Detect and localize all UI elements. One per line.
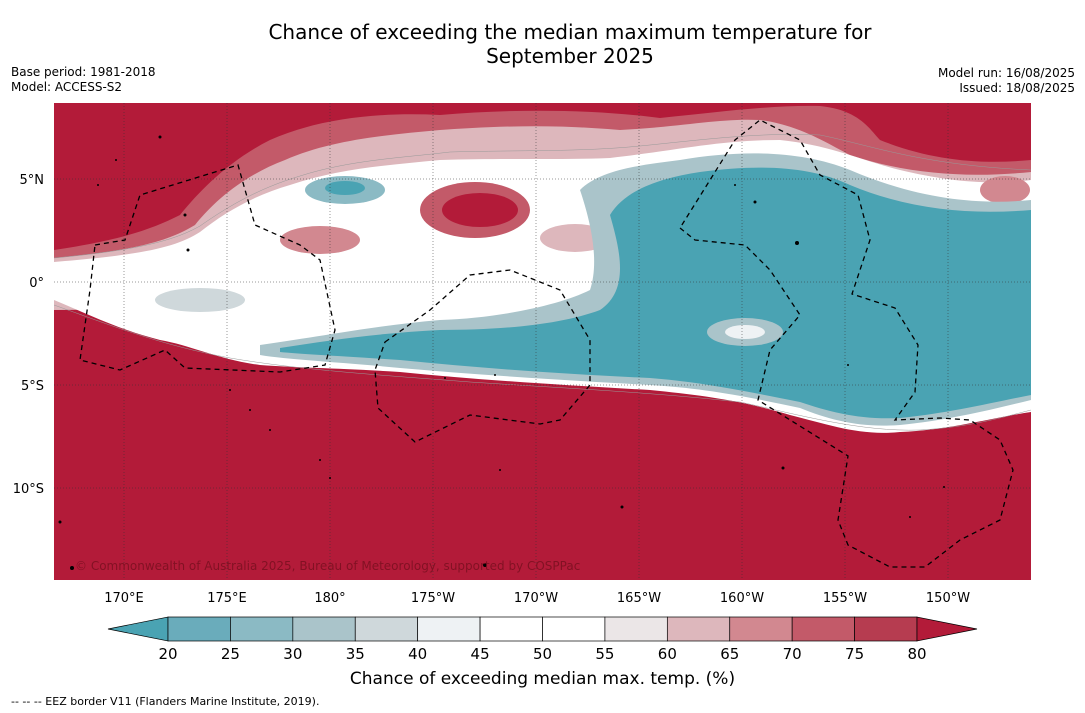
latitude-labels: 5°N 0° 5°S 10°S xyxy=(13,173,44,497)
lon-label-175w: 175°W xyxy=(411,591,455,606)
lon-label-155w: 155°W xyxy=(823,591,867,606)
colorbar-tick-label: 45 xyxy=(471,645,490,663)
colorbar-tick-label: 80 xyxy=(907,645,926,663)
colorbar-tick-label: 50 xyxy=(533,645,552,663)
colorbar-bin xyxy=(791,616,855,642)
colorbar-tick-label: 25 xyxy=(221,645,240,663)
colorbar-tick-label: 70 xyxy=(783,645,802,663)
lon-label-170w: 170°W xyxy=(514,591,558,606)
lat-label-10s: 10°S xyxy=(13,482,44,497)
warm-blob-5 xyxy=(980,176,1030,204)
warm-blob-2 xyxy=(442,193,518,227)
colorbar-tick-label: 30 xyxy=(283,645,302,663)
colorbar-bin xyxy=(666,616,731,642)
contour-line-2 xyxy=(54,304,1031,431)
meta-right: Model run: 16/08/2025 Issued: 18/08/2025 xyxy=(938,66,1075,96)
colorbar-extend-low xyxy=(107,616,169,642)
lat-label-5n: 5°N xyxy=(20,173,45,188)
model-name: Model: ACCESS-S2 xyxy=(11,80,123,94)
lon-label-175e: 175°E xyxy=(207,591,247,606)
colorbar-tick-label: 55 xyxy=(595,645,614,663)
issued-date: Issued: 18/08/2025 xyxy=(959,81,1075,95)
lat-label-5s: 5°S xyxy=(21,379,44,394)
cool-lighter-patch xyxy=(725,325,765,339)
lon-label-150w: 150°W xyxy=(926,591,970,606)
colorbar-extend-high xyxy=(916,616,978,642)
colorbar-bin xyxy=(604,616,668,642)
cool-patch-2 xyxy=(325,181,365,195)
lat-label-0: 0° xyxy=(29,276,44,291)
map-field: © Commonwealth of Australia 2025, Bureau… xyxy=(54,103,1031,580)
cool-region-inner xyxy=(280,167,1031,419)
colorbar-bin xyxy=(230,616,294,642)
colorbar-bin xyxy=(542,616,606,642)
colorbar-bin xyxy=(417,616,481,642)
colorbar-bin xyxy=(292,616,356,642)
colorbar-tick-label: 75 xyxy=(845,645,864,663)
eez-borders xyxy=(79,119,1014,568)
title-line-1: Chance of exceeding the median maximum t… xyxy=(268,20,872,44)
lon-label-180: 180° xyxy=(314,591,345,606)
colorbar-bin xyxy=(729,616,793,642)
colorbar-bin xyxy=(354,616,419,642)
cool-patch-3 xyxy=(155,288,245,312)
map-title: Chance of exceeding the median maximum t… xyxy=(200,20,940,68)
colorbar-tick-label: 40 xyxy=(408,645,427,663)
colorbar-tick-label: 60 xyxy=(658,645,677,663)
colorbar-tick-label: 35 xyxy=(346,645,365,663)
longitude-labels: 170°E 175°E 180° 175°W 170°W 165°W 160°W… xyxy=(104,591,970,606)
model-run: Model run: 16/08/2025 xyxy=(937,66,1075,80)
warm-blob-3 xyxy=(280,226,360,254)
base-period: Base period: 1981-2018 xyxy=(11,65,156,79)
meta-left: Base period: 1981-2018 Model: ACCESS-S2 xyxy=(11,65,156,95)
colorbar-bin xyxy=(167,616,231,642)
copyright-text: © Commonwealth of Australia 2025, Bureau… xyxy=(75,559,580,573)
islands xyxy=(58,135,945,570)
title-line-2: September 2025 xyxy=(486,44,654,68)
eez-footnote: -- -- -- EEZ border V11 (Flanders Marine… xyxy=(11,695,320,708)
contour-line-1 xyxy=(54,134,1031,259)
lon-label-165w: 165°W xyxy=(617,591,661,606)
legend-title: Chance of exceeding median max. temp. (%… xyxy=(349,669,736,689)
lon-label-170e: 170°E xyxy=(104,591,144,606)
colorbar-tick-label: 20 xyxy=(158,645,177,663)
graticule xyxy=(54,103,1031,580)
colorbar-tick-label: 65 xyxy=(720,645,739,663)
lon-label-160w: 160°W xyxy=(720,591,764,606)
colorbar-bin xyxy=(479,616,543,642)
colorbar: 20 25 30 35 40 45 50 55 60 65 70 75 80 xyxy=(107,616,978,663)
colorbar-bin xyxy=(854,616,918,642)
